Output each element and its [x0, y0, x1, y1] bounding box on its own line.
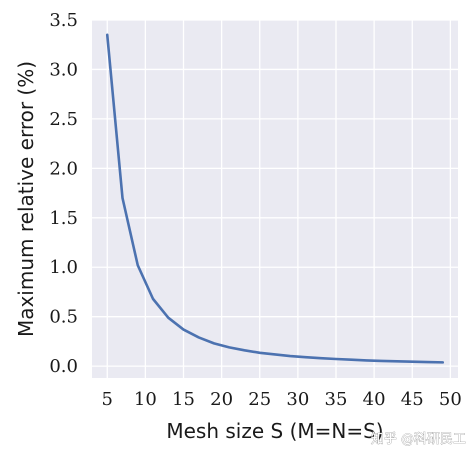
- x-tick-label: 20: [210, 389, 233, 410]
- y-axis-label: Maximum relative error (%): [14, 61, 38, 337]
- x-tick-label: 25: [248, 389, 271, 410]
- y-tick-label: 2.5: [49, 109, 78, 130]
- x-tick-label: 15: [172, 389, 195, 410]
- x-tick-label: 45: [401, 389, 424, 410]
- plot-background: [92, 20, 458, 378]
- y-tick-label: 0.0: [49, 356, 78, 377]
- y-tick-label: 0.5: [49, 307, 78, 328]
- series-line: [105, 33, 445, 364]
- x-tick-label: 5: [102, 389, 113, 410]
- x-tick-label: 10: [134, 389, 157, 410]
- x-tick-label: 40: [363, 389, 386, 410]
- y-tick-label: 2.0: [49, 158, 78, 179]
- watermark: 知乎 @科研民工: [371, 431, 466, 447]
- gridlines: [92, 19, 458, 378]
- x-tick-label: 35: [325, 389, 348, 410]
- y-tick-label: 3.5: [49, 10, 78, 31]
- x-tick-labels: 5 10 15 20 25 30 35 40 45 50: [102, 389, 462, 410]
- x-tick-label: 50: [439, 389, 462, 410]
- series-group: [105, 33, 445, 364]
- y-tick-label: 3.0: [49, 59, 78, 80]
- y-tick-labels: 0.0 0.5 1.0 1.5 2.0 2.5 3.0 3.5: [49, 10, 78, 377]
- y-tick-label: 1.0: [49, 257, 78, 278]
- y-tick-label: 1.5: [49, 208, 78, 229]
- x-tick-label: 30: [286, 389, 309, 410]
- x-axis-label: Mesh size S (M=N=S): [166, 419, 383, 443]
